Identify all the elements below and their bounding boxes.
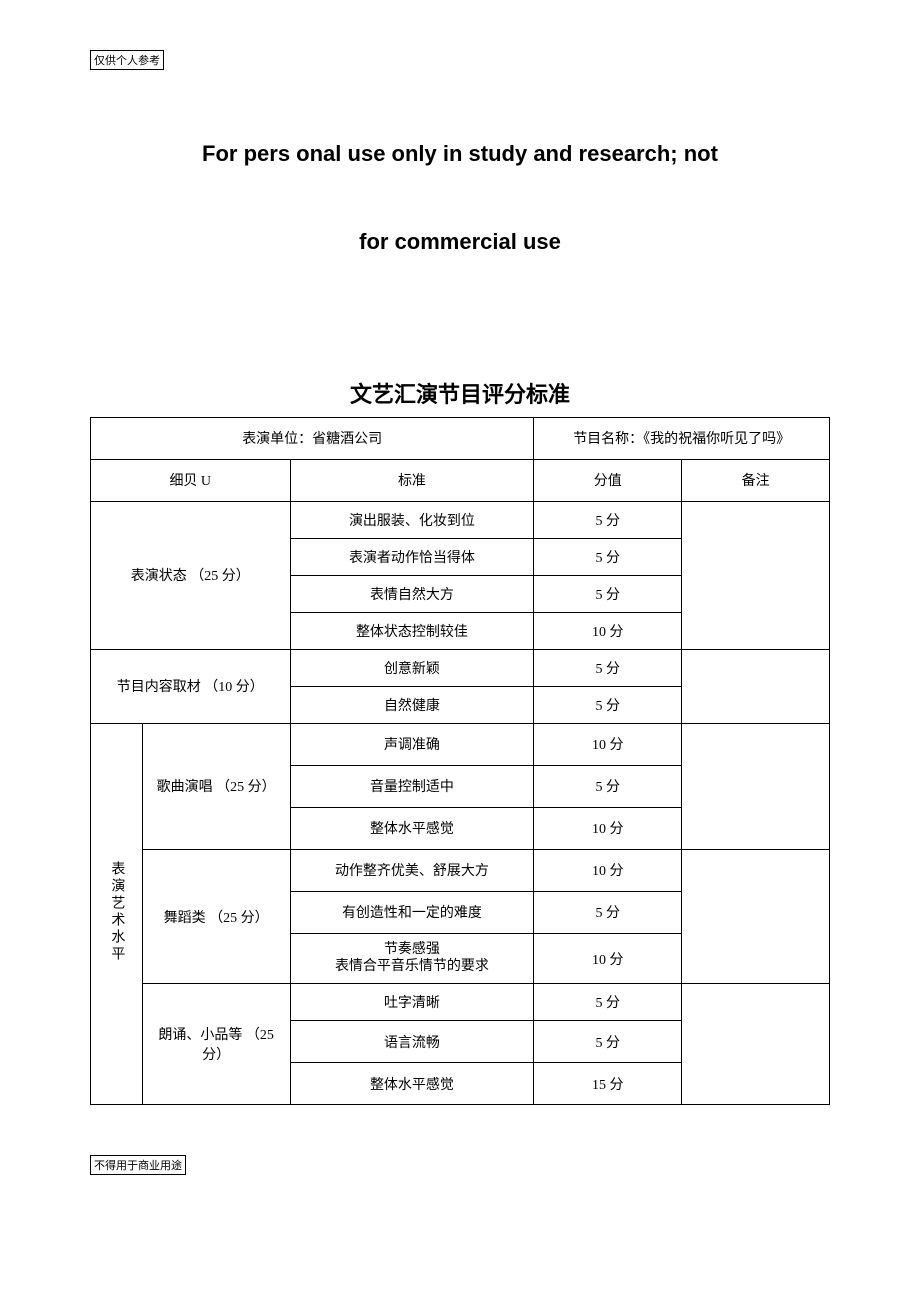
table-cell: 表演者动作恰当得体	[290, 538, 534, 575]
table-cell: 10 分	[534, 612, 682, 649]
table-cell: 动作整齐优美、舒展大方	[290, 849, 534, 891]
table-cell: 10 分	[534, 933, 682, 984]
section3-group-title: 表演艺术水平	[91, 723, 143, 1105]
note-cell	[682, 501, 830, 649]
section2-title: 节目内容取材 （10 分）	[91, 649, 291, 723]
table-cell: 整体水平感觉	[290, 1063, 534, 1105]
scoring-table: 表演单位：省糖酒公司 节目名称：《我的祝福你听见了吗》 细贝 U 标准 分值 备…	[90, 417, 830, 1106]
section3c-title: 朗诵、小品等 （25 分）	[142, 984, 290, 1105]
english-title-line2: for commercial use	[90, 218, 830, 266]
table-cell: 5 分	[534, 984, 682, 1021]
table-cell: 5 分	[534, 686, 682, 723]
header-note: 备注	[682, 459, 830, 501]
vertical-label: 表演艺术水平	[106, 861, 126, 963]
table-cell: 10 分	[534, 849, 682, 891]
note-cell	[682, 723, 830, 849]
table-cell: 创意新颖	[290, 649, 534, 686]
table-cell: 演出服装、化妆到位	[290, 501, 534, 538]
english-title-line1: For pers onal use only in study and rese…	[90, 130, 830, 178]
table-cell: 5 分	[534, 501, 682, 538]
table-cell: 整体状态控制较佳	[290, 612, 534, 649]
header-standard: 标准	[290, 459, 534, 501]
table-cell: 整体水平感觉	[290, 807, 534, 849]
table-cell: 吐字清晰	[290, 984, 534, 1021]
table-cell: 节奏感强 表情合平音乐情节的要求	[290, 933, 534, 984]
unit-cell: 表演单位：省糖酒公司	[91, 417, 534, 459]
header-score: 分值	[534, 459, 682, 501]
note-cell	[682, 849, 830, 984]
table-cell: 有创造性和一定的难度	[290, 891, 534, 933]
table-cell: 5 分	[534, 649, 682, 686]
table-cell: 5 分	[534, 765, 682, 807]
table-cell: 自然健康	[290, 686, 534, 723]
table-cell: 10 分	[534, 807, 682, 849]
std-line2: 表情合平音乐情节的要求	[295, 959, 530, 976]
note-cell	[682, 649, 830, 723]
main-title: 文艺汇演节目评分标准	[90, 377, 830, 409]
program-cell: 节目名称：《我的祝福你听见了吗》	[534, 417, 830, 459]
footer-note: 不得用于商业用途	[90, 1155, 186, 1175]
header-note: 仅供个人参考	[90, 50, 164, 70]
section3a-title: 歌曲演唱 （25 分）	[142, 723, 290, 849]
std-line1: 节奏感强	[295, 942, 530, 959]
section3b-title: 舞蹈类 （25 分）	[142, 849, 290, 984]
header-detail: 细贝 U	[91, 459, 291, 501]
table-cell: 声调准确	[290, 723, 534, 765]
table-cell: 5 分	[534, 1021, 682, 1063]
table-cell: 5 分	[534, 538, 682, 575]
table-cell: 语言流畅	[290, 1021, 534, 1063]
table-cell: 表情自然大方	[290, 575, 534, 612]
table-cell: 音量控制适中	[290, 765, 534, 807]
table-cell: 5 分	[534, 891, 682, 933]
table-cell: 5 分	[534, 575, 682, 612]
table-cell: 15 分	[534, 1063, 682, 1105]
section1-title: 表演状态 （25 分）	[91, 501, 291, 649]
table-cell: 10 分	[534, 723, 682, 765]
note-cell	[682, 984, 830, 1105]
